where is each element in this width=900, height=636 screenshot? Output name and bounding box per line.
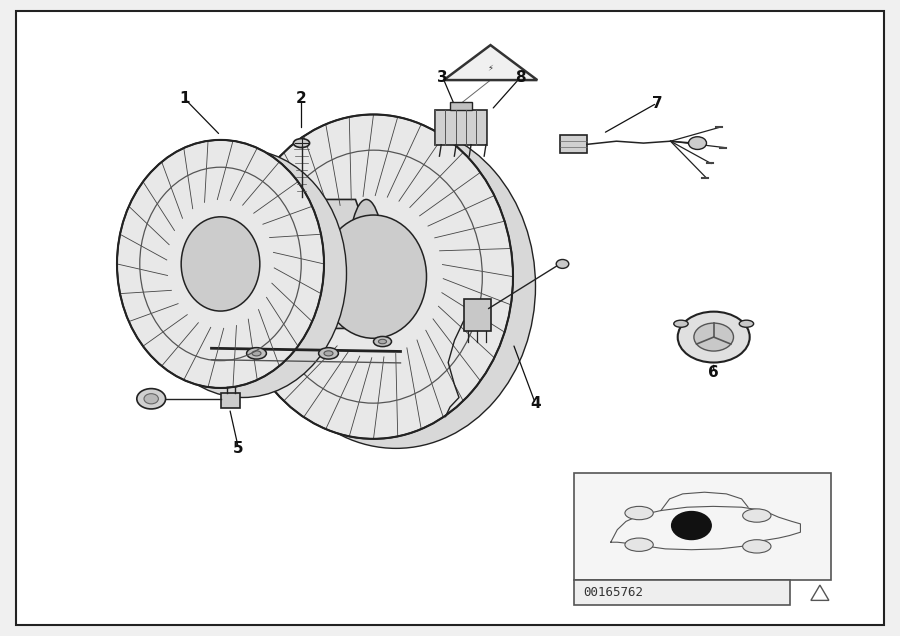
Polygon shape xyxy=(811,585,829,600)
Ellipse shape xyxy=(625,506,653,520)
Text: 00165762: 00165762 xyxy=(583,586,644,599)
Text: 5: 5 xyxy=(233,441,244,456)
Ellipse shape xyxy=(252,351,261,356)
Ellipse shape xyxy=(625,538,653,551)
Text: 2: 2 xyxy=(296,91,307,106)
Polygon shape xyxy=(444,45,537,80)
Ellipse shape xyxy=(378,340,387,343)
Circle shape xyxy=(694,323,733,351)
Ellipse shape xyxy=(140,149,346,398)
Ellipse shape xyxy=(319,348,338,359)
Circle shape xyxy=(137,389,166,409)
Polygon shape xyxy=(243,200,378,328)
Text: 6: 6 xyxy=(708,364,719,380)
Bar xyxy=(435,109,487,144)
Ellipse shape xyxy=(234,114,513,439)
Bar xyxy=(220,393,240,408)
Bar xyxy=(574,580,790,605)
Bar xyxy=(464,299,490,331)
Text: ⚡: ⚡ xyxy=(488,64,493,73)
Ellipse shape xyxy=(293,139,310,148)
Text: 3: 3 xyxy=(437,70,448,85)
Circle shape xyxy=(144,394,158,404)
Ellipse shape xyxy=(247,348,266,359)
Circle shape xyxy=(671,511,711,539)
Ellipse shape xyxy=(739,320,753,328)
Bar xyxy=(450,102,472,109)
Ellipse shape xyxy=(348,200,384,328)
Ellipse shape xyxy=(674,320,688,328)
Bar xyxy=(560,135,587,153)
Circle shape xyxy=(556,259,569,268)
Ellipse shape xyxy=(742,540,771,553)
Text: 8: 8 xyxy=(515,70,526,85)
Ellipse shape xyxy=(324,351,333,356)
Ellipse shape xyxy=(181,217,260,311)
Text: 4: 4 xyxy=(530,396,541,411)
Ellipse shape xyxy=(320,215,427,338)
Ellipse shape xyxy=(256,124,536,448)
Ellipse shape xyxy=(117,140,324,388)
Text: 7: 7 xyxy=(652,95,662,111)
Circle shape xyxy=(678,312,750,363)
Text: 1: 1 xyxy=(179,91,190,106)
Ellipse shape xyxy=(374,336,392,347)
Ellipse shape xyxy=(742,509,771,522)
Bar xyxy=(574,473,831,580)
Circle shape xyxy=(688,137,706,149)
